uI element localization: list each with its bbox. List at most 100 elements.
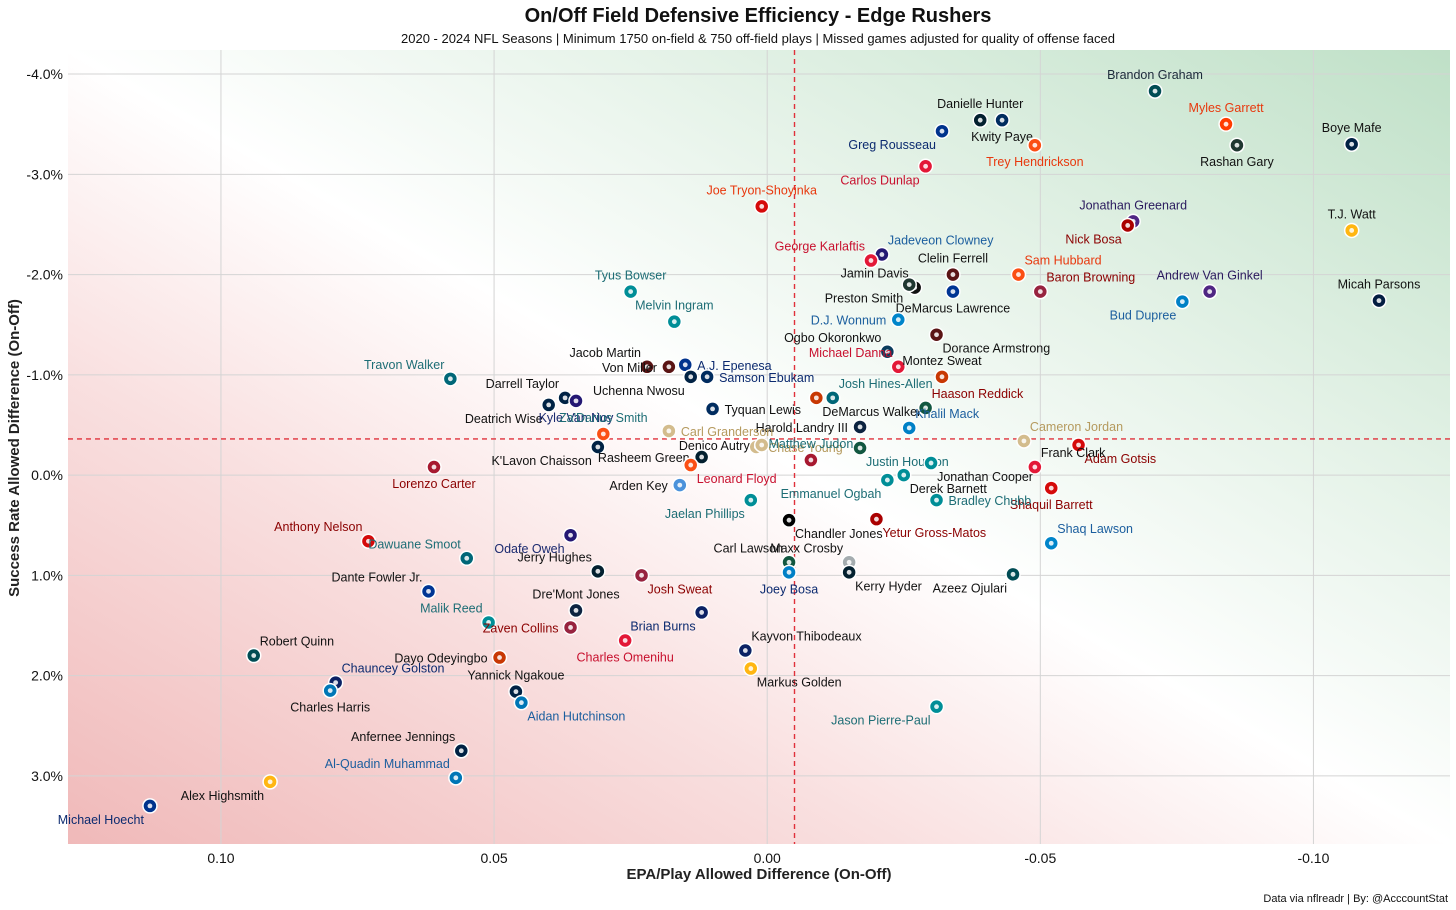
- team-logo-center: [934, 497, 939, 503]
- point-label: Adam Gotsis: [1085, 452, 1157, 466]
- team-logo-center: [595, 568, 601, 574]
- team-logo-center: [857, 445, 863, 451]
- point-label: Montez Sweat: [902, 354, 982, 368]
- data-point: Michael Danna: [809, 346, 907, 375]
- point-label: Sam Hubbard: [1024, 254, 1101, 268]
- point-label: Chandler Jones: [795, 527, 883, 541]
- point-label: Joey Bosa: [760, 582, 818, 596]
- data-point: Dawuane Smoot: [368, 537, 475, 567]
- team-logo-center: [748, 666, 754, 671]
- team-logo-center: [573, 398, 579, 404]
- point-label: Andrew Van Ginkel: [1157, 269, 1263, 283]
- point-label: Joe Tryon-Shoyinka: [706, 183, 817, 197]
- data-point: Jacob Martin: [569, 346, 655, 375]
- point-label: Jamin Davis: [841, 267, 909, 281]
- team-logo-center: [999, 117, 1005, 123]
- point-label: Micah Parsons: [1338, 278, 1421, 292]
- y-axis-ticks: -4.0% -3.0% -2.0% -1.0% 0.0% 1.0% 2.0% 3.0%: [26, 66, 63, 784]
- point-label: Odafe Oweh: [494, 542, 564, 556]
- team-logo-center: [568, 625, 573, 630]
- point-label: Yetur Gross-Matos: [882, 526, 986, 540]
- point-label: Dawuane Smoot: [368, 537, 461, 551]
- data-point: Josh Hines-Allen: [824, 377, 933, 406]
- team-logo-center: [748, 497, 754, 503]
- team-logo-center: [759, 442, 765, 448]
- point-label: Alex Highsmith: [181, 789, 264, 803]
- team-logo-center: [1048, 540, 1054, 546]
- data-point: Jaelan Phillips: [665, 492, 759, 521]
- team-logo-center: [1037, 289, 1043, 295]
- data-point: Odafe Oweh: [494, 527, 579, 556]
- point-label: Anfernee Jennings: [351, 730, 455, 744]
- data-point: DeMarcus Lawrence: [896, 283, 1010, 316]
- point-label: Jonathan Cooper: [937, 470, 1033, 484]
- point-label: Frank Clark: [1041, 446, 1106, 460]
- team-logo-center: [486, 620, 492, 625]
- team-logo-center: [366, 538, 371, 544]
- data-point: Jonathan Cooper: [923, 455, 1033, 484]
- team-logo-center: [699, 610, 705, 615]
- chart-subtitle: 2020 - 2024 NFL Seasons | Minimum 1750 o…: [401, 31, 1115, 46]
- team-logo-center: [786, 569, 792, 575]
- team-logo-center: [808, 457, 814, 463]
- data-point: Kyle Van Noy: [539, 393, 615, 425]
- point-label: Josh Sweat: [648, 582, 713, 596]
- data-point: Kayvon Thibodeaux: [737, 630, 862, 659]
- data-point: Adam Gotsis: [1070, 437, 1157, 466]
- y-tick-label: 3.0%: [31, 768, 63, 784]
- point-label: Zaven Collins: [483, 621, 559, 635]
- data-point: Carlos Dunlap: [840, 158, 934, 187]
- team-logo-center: [251, 653, 257, 658]
- point-label: Kyle Van Noy: [539, 411, 615, 425]
- point-label: K'Lavon Chaisson: [491, 454, 591, 468]
- point-label: Harold Landry III: [756, 421, 848, 435]
- team-logo-center: [1349, 141, 1355, 147]
- point-label: Carl Lawson: [714, 541, 784, 555]
- team-logo-center: [1076, 442, 1081, 448]
- data-point: Trey Hendrickson: [986, 137, 1084, 169]
- point-label: Za'Darius Smith: [559, 411, 648, 425]
- team-logo-center: [699, 454, 705, 460]
- data-point: Bud Dupree: [1110, 293, 1191, 323]
- team-logo-center: [267, 779, 273, 785]
- point-label: Boye Mafe: [1322, 121, 1382, 135]
- data-point: Yetur Gross-Matos: [868, 511, 986, 540]
- data-point: Tyquan Lewis: [704, 401, 801, 417]
- point-label: Brian Burns: [630, 619, 695, 633]
- data-point: Sam Hubbard: [1010, 254, 1102, 283]
- team-logo-center: [830, 395, 836, 401]
- data-point: Jason Pierre-Paul: [831, 698, 945, 728]
- point-label: Chauncey Golston: [342, 662, 445, 676]
- data-point: Uchenna Nwosu: [593, 369, 699, 398]
- team-logo-center: [595, 444, 601, 450]
- point-label: Dorance Armstrong: [943, 342, 1051, 356]
- data-point: Dayo Odeyingbo: [394, 649, 508, 666]
- point-label: Melvin Ingram: [635, 299, 714, 313]
- point-label: Jonathan Greenard: [1079, 198, 1187, 212]
- data-point: A.J. Epenesa: [677, 357, 772, 373]
- point-label: Travon Walker: [364, 358, 444, 372]
- y-tick-label: 1.0%: [31, 567, 63, 583]
- team-logo-center: [846, 559, 852, 565]
- point-label: Tyquan Lewis: [725, 403, 801, 417]
- x-tick-label: 0.05: [480, 850, 507, 866]
- point-label: Charles Harris: [290, 701, 370, 715]
- y-tick-label: -3.0%: [26, 166, 63, 182]
- point-label: D.J. Wonnum: [811, 314, 887, 328]
- team-logo-center: [759, 203, 765, 209]
- data-point: Charles Omenihu: [577, 632, 674, 664]
- point-label: Derek Barnett: [910, 482, 988, 496]
- data-point: Jadeveon Clowney: [874, 234, 994, 263]
- point-label: Al-Quadin Muhammad: [325, 757, 450, 771]
- data-point: Danielle Hunter: [937, 97, 1023, 128]
- data-point: Shaq Lawson: [1043, 522, 1133, 551]
- data-point: Arden Key: [609, 477, 688, 493]
- point-label: A.J. Epenesa: [697, 359, 771, 373]
- data-point: Rashan Gary: [1200, 137, 1275, 169]
- mean-lines: [68, 50, 1450, 844]
- data-point: Derek Barnett: [896, 467, 988, 496]
- team-logo-center: [846, 569, 852, 575]
- data-point: Haason Reddick: [917, 387, 1024, 416]
- point-label: Lorenzo Carter: [392, 477, 475, 491]
- team-logo-center: [464, 555, 470, 561]
